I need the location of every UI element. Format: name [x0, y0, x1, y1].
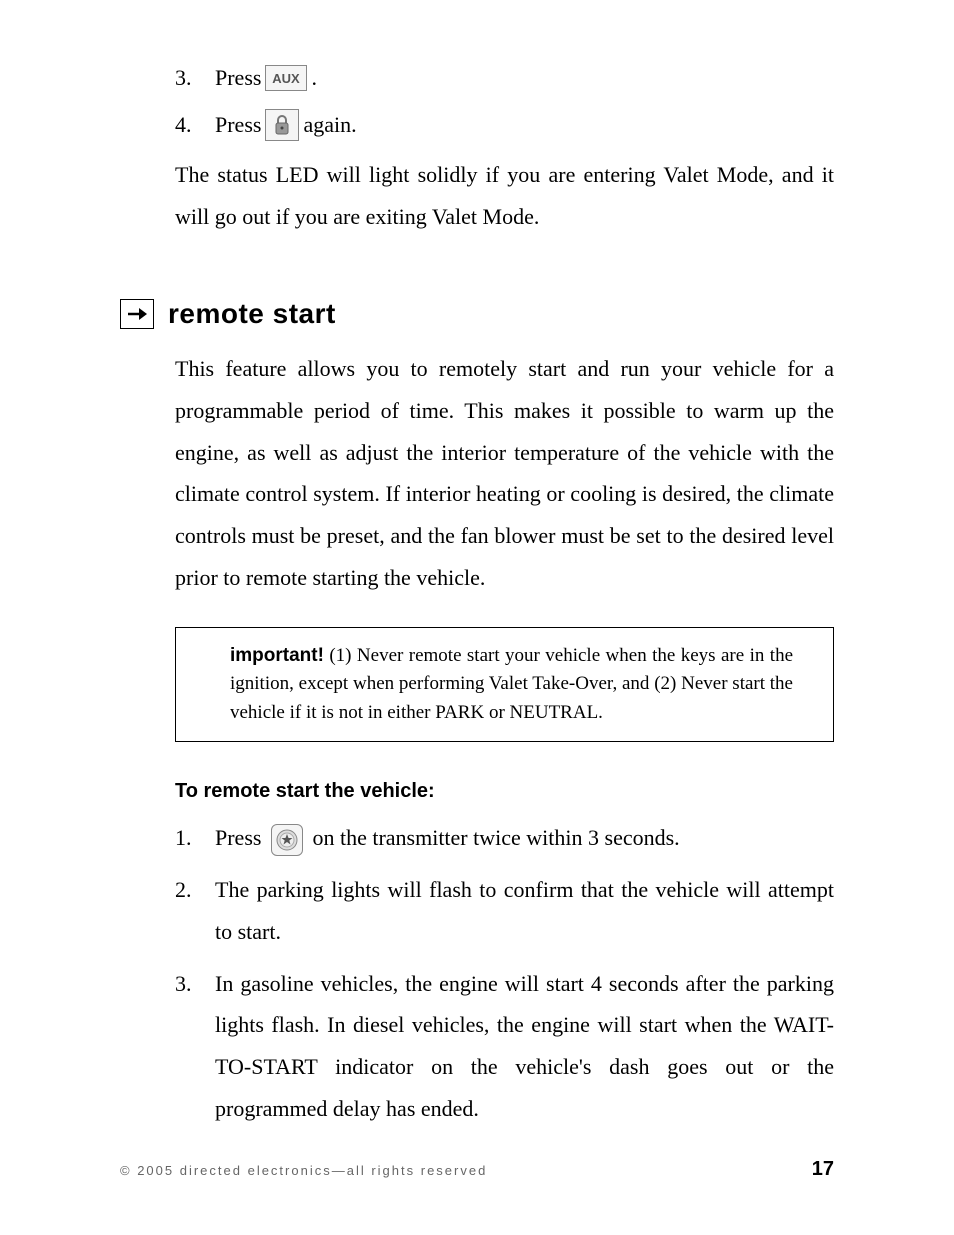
arrow-icon	[120, 299, 154, 329]
step-after: .	[311, 60, 317, 95]
step-text: Press AUX .	[215, 60, 317, 95]
start-step-1: 1. Press on the transmitter twice within…	[175, 817, 834, 859]
step-before: Press	[215, 60, 261, 95]
step-number: 4.	[175, 107, 215, 142]
step-text: The parking lights will flash to confirm…	[215, 869, 834, 953]
step-text: Press again.	[215, 107, 357, 142]
star-button-icon	[271, 824, 303, 856]
page-number: 17	[812, 1158, 834, 1181]
step-3: 3. Press AUX .	[175, 60, 834, 95]
step-number: 3.	[175, 963, 215, 1130]
start-step-2: 2. The parking lights will flash to conf…	[175, 869, 834, 953]
section-title: remote start	[168, 298, 336, 330]
svg-text:AUX: AUX	[273, 71, 301, 86]
step-number: 2.	[175, 869, 215, 953]
step-4: 4. Press again.	[175, 107, 834, 142]
subheading: To remote start the vehicle:	[120, 780, 834, 803]
step-before: Press	[215, 107, 261, 142]
copyright-text: © 2005 directed electronics—all rights r…	[120, 1163, 487, 1178]
step-after: on the transmitter twice within 3 second…	[307, 825, 680, 850]
step-after: again.	[303, 107, 356, 142]
lock-button-icon	[265, 109, 299, 141]
step-body: Press on the transmitter twice within 3 …	[215, 817, 834, 859]
top-step-list: 3. Press AUX . 4. Press	[120, 60, 834, 142]
remote-start-paragraph: This feature allows you to remotely star…	[120, 348, 834, 599]
important-callout: important! (1) Never remote start your v…	[175, 627, 834, 743]
step-number: 1.	[175, 817, 215, 859]
section-heading: remote start	[120, 298, 834, 330]
step-before: Press	[215, 825, 267, 850]
step-text: In gasoline vehicles, the engine will st…	[215, 963, 834, 1130]
important-label: important!	[230, 645, 324, 666]
aux-button-icon: AUX	[265, 65, 307, 91]
step-number: 3.	[175, 60, 215, 95]
start-step-3: 3. In gasoline vehicles, the engine will…	[175, 963, 834, 1130]
page-content: 3. Press AUX . 4. Press	[0, 0, 954, 1130]
remote-start-steps: 1. Press on the transmitter twice within…	[120, 817, 834, 1130]
valet-mode-paragraph: The status LED will light solidly if you…	[120, 154, 834, 238]
page-footer: © 2005 directed electronics—all rights r…	[120, 1158, 834, 1181]
